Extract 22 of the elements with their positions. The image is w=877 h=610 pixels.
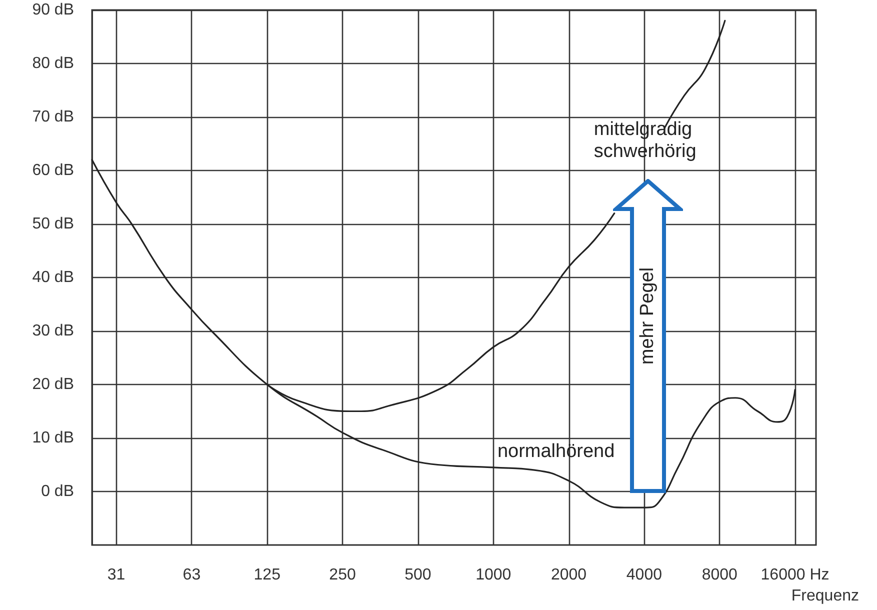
y-tick-label: 0 dB <box>41 483 74 500</box>
x-axis-title: Frequenz <box>791 588 859 604</box>
x-tick-label: 16000 Hz <box>760 566 830 584</box>
y-tick-label: 10 dB <box>32 430 74 446</box>
y-tick-label: 50 dB <box>32 216 74 232</box>
x-tick-label: 1000 <box>476 566 512 584</box>
y-tick-label: 70 dB <box>32 108 74 126</box>
x-tick-label: 500 <box>404 566 432 584</box>
y-tick-label: 80 dB <box>32 55 74 72</box>
x-tick-label: 250 <box>329 566 356 584</box>
x-tick-label: 125 <box>254 566 281 584</box>
x-tick-label: 2000 <box>550 566 587 584</box>
y-tick-label: 20 dB <box>32 376 74 393</box>
annotation: mehr Pegel <box>637 268 660 365</box>
x-tick-label: 4000 <box>626 566 662 584</box>
y-tick-label: 90 dB <box>32 2 74 18</box>
y-tick-label: 60 dB <box>32 162 74 179</box>
y-tick-label: 30 dB <box>32 322 74 340</box>
y-tick-label: 40 dB <box>32 269 74 286</box>
x-tick-label: 63 <box>182 566 201 584</box>
x-tick-label: 31 <box>107 566 126 584</box>
x-tick-label: 8000 <box>702 566 738 584</box>
